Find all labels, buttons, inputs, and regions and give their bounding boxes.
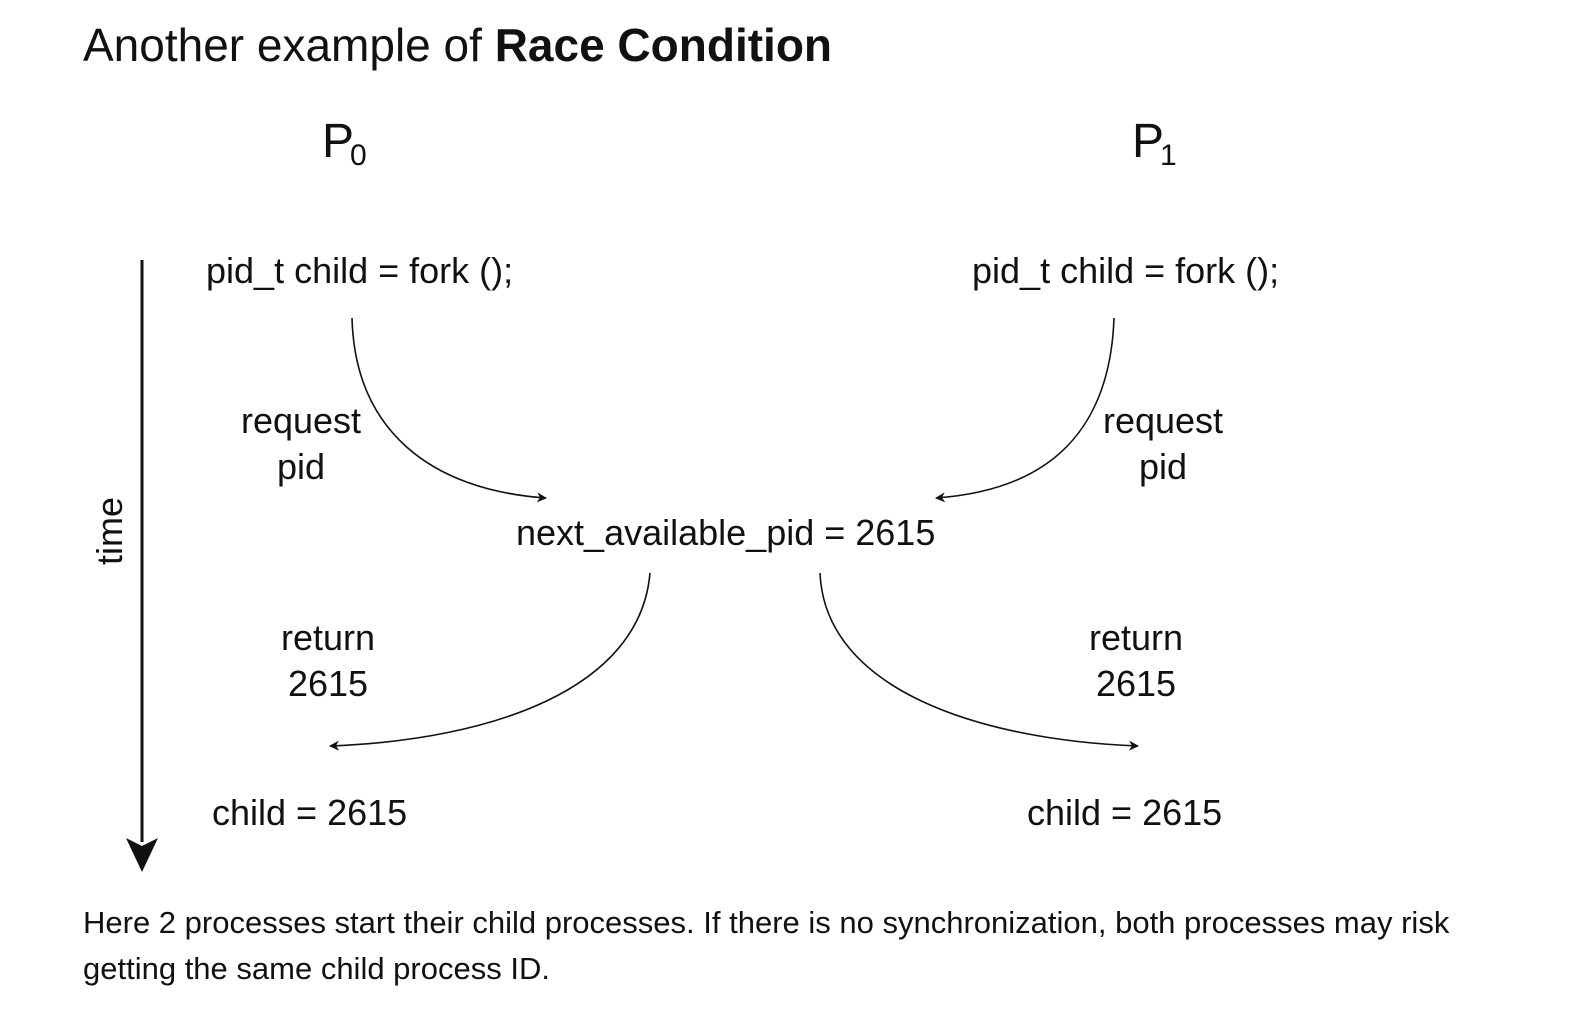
- p0-fork-call: pid_t child = fork ();: [206, 250, 514, 291]
- p0-child-result: child = 2615: [212, 792, 408, 833]
- p0-return-line1: return: [280, 617, 376, 658]
- p1-request-arrow: [935, 317, 1115, 503]
- process-p0-sub: 0: [350, 139, 367, 172]
- time-axis-arrowhead: [126, 838, 158, 872]
- process-p1-sub: 1: [1160, 139, 1177, 172]
- title-emphasis: Race Condition: [494, 19, 833, 71]
- process-p0-label: P0: [322, 115, 367, 171]
- p1-child-result: child = 2615: [1027, 792, 1223, 833]
- slide-title: Another example of Race Condition: [83, 18, 832, 72]
- process-p1-name: P: [1132, 115, 1165, 168]
- p0-request-label: request pid: [236, 398, 366, 490]
- p0-request-line1: request: [240, 400, 362, 441]
- p1-request-line1: request: [1102, 400, 1224, 441]
- p0-return-line2: 2615: [287, 663, 369, 704]
- p1-return-line1: return: [1088, 617, 1184, 658]
- p1-return-arrow: [819, 572, 1139, 751]
- p0-return-label: return 2615: [268, 615, 388, 707]
- p0-request-line2: pid: [276, 446, 326, 487]
- p0-request-arrow: [351, 317, 547, 503]
- p0-return-arrow: [329, 572, 651, 751]
- process-p0-name: P: [322, 115, 355, 168]
- p1-request-line2: pid: [1138, 446, 1188, 487]
- p1-request-label: request pid: [1098, 398, 1228, 490]
- p1-return-line2: 2615: [1095, 663, 1177, 704]
- p1-return-label: return 2615: [1076, 615, 1196, 707]
- process-p1-label: P1: [1132, 115, 1177, 171]
- p1-fork-call: pid_t child = fork ();: [972, 250, 1280, 291]
- slide-caption: Here 2 processes start their child proce…: [83, 905, 1450, 986]
- next-available-pid: next_available_pid = 2615: [516, 512, 936, 553]
- title-prefix: Another example of: [83, 19, 495, 71]
